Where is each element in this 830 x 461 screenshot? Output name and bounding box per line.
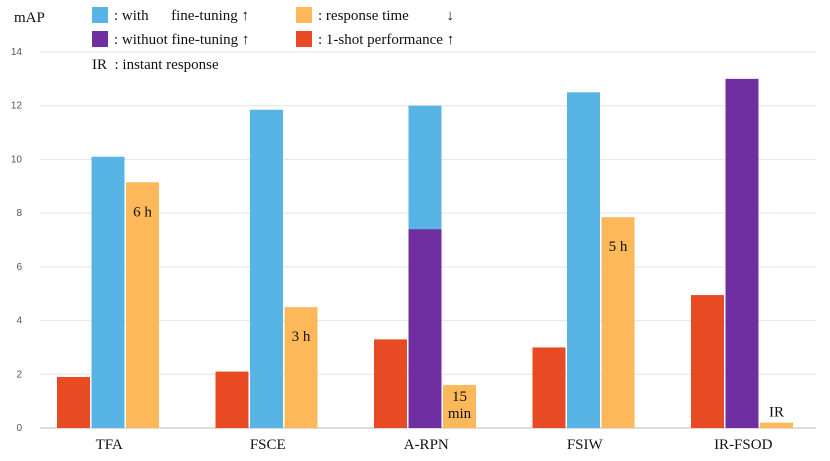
y-tick-0: 0 bbox=[16, 423, 22, 434]
bar-tfa-response-time bbox=[126, 182, 159, 428]
category-label-tfa: TFA bbox=[96, 437, 123, 453]
bar-ir-fsod-response-time bbox=[760, 422, 793, 428]
legend-swatch-response bbox=[296, 7, 312, 23]
bar-a-rpn-one-shot bbox=[374, 339, 407, 428]
bar-fsiw-one-shot bbox=[532, 347, 566, 428]
legend-label-with_ft: : with fine-tuning ↑ bbox=[114, 8, 249, 24]
bar-fsce-with-ft bbox=[250, 109, 283, 428]
legend-swatch-with_ft bbox=[92, 7, 108, 23]
x-axis-labels: TFA FSCE A-RPN FSIW IR-FSOD bbox=[96, 437, 773, 453]
bar-fsiw-with-ft bbox=[567, 92, 600, 429]
y-tick-2: 2 bbox=[16, 369, 22, 380]
bar-fsce-one-shot bbox=[215, 371, 249, 428]
y-tick-10: 10 bbox=[11, 154, 23, 165]
y-tick-8: 8 bbox=[16, 208, 22, 219]
bar-label-tfa: 6 h bbox=[133, 204, 152, 220]
bar-ir-fsod-one-shot bbox=[691, 295, 724, 428]
category-label-fsce: FSCE bbox=[250, 437, 286, 453]
bar-a-rpn-response-time bbox=[443, 385, 476, 428]
bar-fsiw-response-time bbox=[601, 217, 635, 428]
y-tick-14: 14 bbox=[11, 47, 23, 58]
category-label-ir-fsod: IR-FSOD bbox=[714, 437, 773, 453]
bar-ir-fsod-without-ft bbox=[725, 78, 759, 428]
legend-label-without_ft: : withuot fine-tuning ↑ bbox=[114, 32, 249, 48]
category-label-fsiw: FSIW bbox=[567, 437, 604, 453]
bar-label-ir-fsod: IR bbox=[769, 405, 784, 421]
bar-label-fsce: 3 h bbox=[292, 329, 311, 345]
legend-label-response: : response time ↓ bbox=[318, 8, 454, 24]
y-axis-label: mAP bbox=[14, 10, 45, 26]
bars bbox=[57, 78, 793, 429]
y-tick-6: 6 bbox=[16, 262, 22, 273]
y-tick-4: 4 bbox=[16, 316, 22, 327]
legend-swatch-one_shot bbox=[296, 31, 312, 47]
legend-note-instant-response: IR : instant response bbox=[92, 57, 219, 73]
bar-a-rpn-without-ft bbox=[408, 229, 442, 428]
bar-label-a-rpn: 15 min bbox=[448, 389, 472, 422]
y-axis-ticks: 0 2 4 6 8 10 12 14 bbox=[11, 47, 23, 434]
bar-labels: 6 h 3 h 15 min 5 h IR bbox=[133, 204, 784, 422]
bar-fsce-response-time bbox=[284, 307, 318, 428]
bar-label-fsiw: 5 h bbox=[609, 239, 628, 255]
bar-tfa-with-ft bbox=[91, 156, 125, 428]
category-label-a-rpn: A-RPN bbox=[404, 437, 449, 453]
legend-label-one_shot: : 1-shot performance ↑ bbox=[318, 32, 454, 48]
legend-swatch-without_ft bbox=[92, 31, 108, 47]
legend: : with fine-tuning ↑ : withuot fine-tunin… bbox=[92, 7, 454, 73]
bar-tfa-one-shot bbox=[57, 376, 90, 428]
y-tick-12: 12 bbox=[11, 101, 23, 112]
